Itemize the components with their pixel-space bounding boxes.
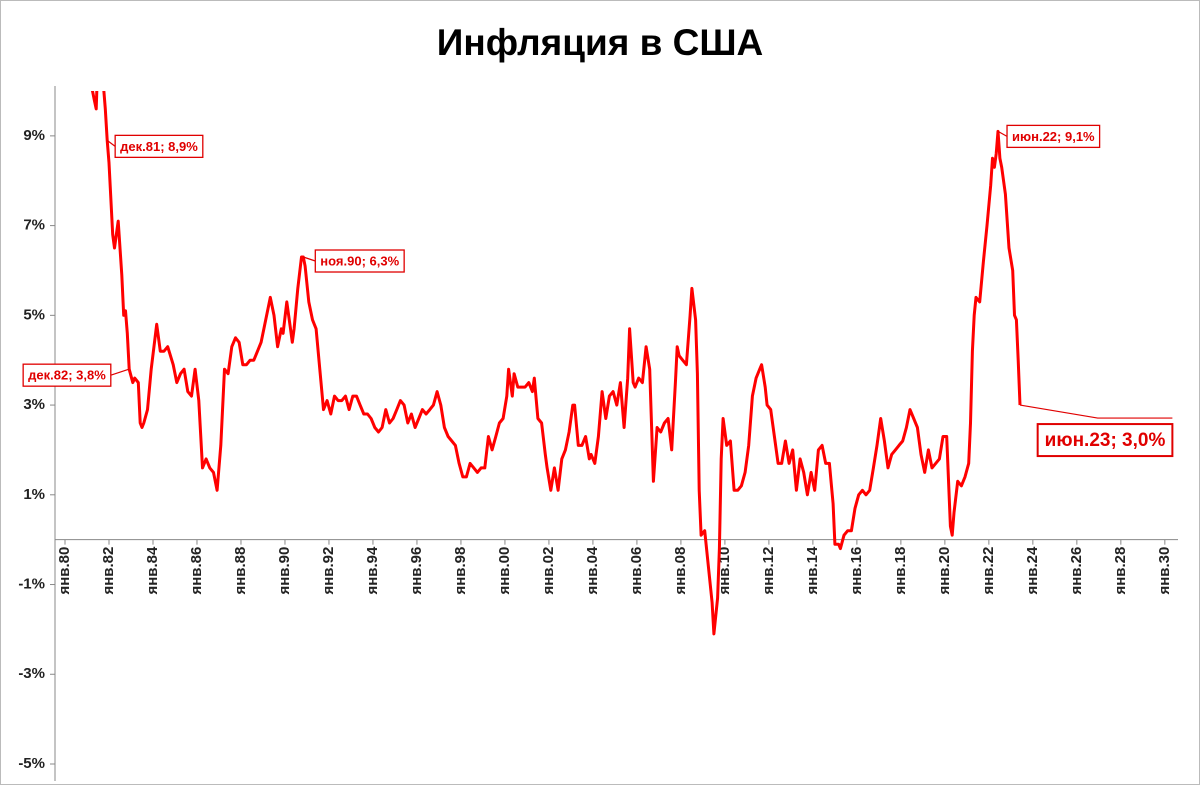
x-tick-label: янв.02 xyxy=(540,547,557,595)
x-tick-label: янв.90 xyxy=(276,547,293,595)
annotation-box xyxy=(1036,423,1174,458)
annotation: дек.81; 8,9% xyxy=(106,134,204,159)
annotation-label: июн.23; 3,0% xyxy=(1045,430,1166,451)
annotation-leader xyxy=(110,368,130,376)
chart-title: Инфляция в США xyxy=(437,22,764,63)
x-tick-label: янв.24 xyxy=(1024,546,1041,595)
x-tick-label: янв.18 xyxy=(892,547,909,595)
annotation: дек.82; 3,8% xyxy=(22,363,130,387)
x-tick-label: янв.82 xyxy=(100,547,117,595)
annotation: ноя.90; 6,3% xyxy=(303,249,405,273)
x-tick-label: янв.22 xyxy=(980,547,997,595)
x-tick-label: янв.14 xyxy=(804,546,821,595)
y-tick-label: 3% xyxy=(23,396,45,413)
annotation-box xyxy=(1006,124,1101,149)
x-tick-label: янв.96 xyxy=(408,547,425,595)
x-tick-label: янв.84 xyxy=(144,546,161,595)
annotation: июн.22; 9,1% xyxy=(997,124,1101,149)
x-tick-label: янв.28 xyxy=(1112,547,1129,595)
x-tick-label: янв.08 xyxy=(672,547,689,595)
x-tick-label: янв.94 xyxy=(364,546,381,595)
x-tick-label: янв.00 xyxy=(496,547,513,595)
y-tick-label: -3% xyxy=(18,665,45,682)
y-tick-label: 7% xyxy=(23,217,45,234)
x-tick-label: янв.16 xyxy=(848,547,865,595)
annotation-leader xyxy=(1019,404,1173,419)
x-tick-label: янв.86 xyxy=(188,547,205,595)
y-tick-label: 9% xyxy=(23,127,45,144)
x-tick-label: янв.20 xyxy=(936,547,953,595)
annotation-leader xyxy=(106,139,116,147)
annotation-box xyxy=(22,363,112,387)
y-tick-label: -5% xyxy=(18,755,45,772)
x-tick-label: янв.12 xyxy=(760,547,777,595)
annotation-box xyxy=(314,249,405,273)
x-tick-label: янв.88 xyxy=(232,547,249,595)
y-tick-label: -1% xyxy=(18,576,45,593)
x-tick-label: янв.80 xyxy=(56,547,73,595)
annotation-box xyxy=(114,134,204,159)
annotation-label: дек.81; 8,9% xyxy=(120,139,198,154)
annotation-leader xyxy=(997,130,1008,137)
x-tick-label: янв.98 xyxy=(452,547,469,595)
y-tick-label: 1% xyxy=(23,486,45,503)
y-tick-label: 5% xyxy=(23,306,45,323)
data-line xyxy=(90,91,1022,636)
annotation-leader xyxy=(303,256,316,262)
annotation-label: июн.22; 9,1% xyxy=(1012,129,1095,144)
x-tick-label: янв.26 xyxy=(1068,547,1085,595)
x-tick-label: янв.06 xyxy=(628,547,645,595)
annotation: июн.23; 3,0% xyxy=(1019,404,1174,458)
x-tick-label: янв.30 xyxy=(1156,547,1173,595)
x-tick-label: янв.04 xyxy=(584,546,601,595)
annotation-label: дек.82; 3,8% xyxy=(28,368,106,383)
annotation-label: ноя.90; 6,3% xyxy=(320,253,399,268)
x-tick-label: янв.92 xyxy=(320,547,337,595)
